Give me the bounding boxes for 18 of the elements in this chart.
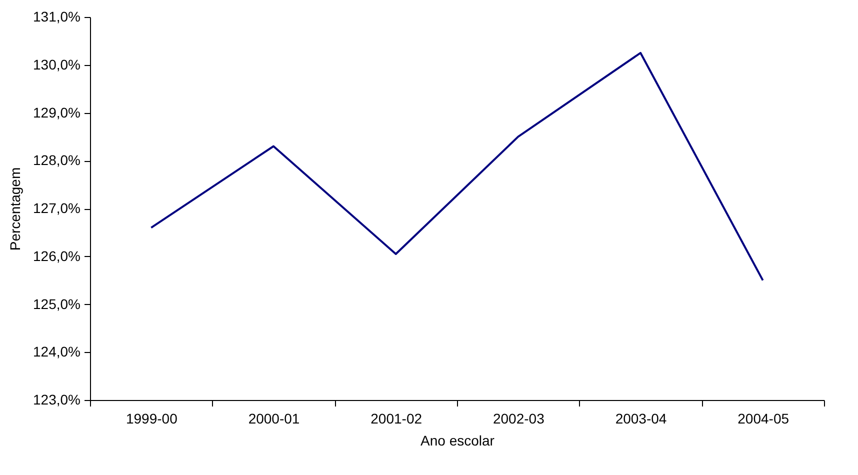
x-tick-label: 2001-02 xyxy=(370,410,422,426)
y-tick-label: 131,0% xyxy=(33,8,80,24)
y-axis-title: Percentagem xyxy=(7,167,24,251)
line-series xyxy=(150,52,764,282)
y-tick-label: 123,0% xyxy=(33,392,80,408)
y-tick-label: 125,0% xyxy=(33,296,80,312)
x-tick-label: 1999-00 xyxy=(126,410,178,426)
y-tick-label: 130,0% xyxy=(33,56,80,72)
y-tick-label: 126,0% xyxy=(33,248,80,264)
x-tick-label: 2003-04 xyxy=(615,410,667,426)
x-axis-title: Ano escolar xyxy=(420,432,495,448)
y-tick-label: 127,0% xyxy=(33,200,80,216)
x-tick-label: 2004-05 xyxy=(738,410,790,426)
y-tick-label: 124,0% xyxy=(33,344,80,360)
x-tick-label: 2000-01 xyxy=(248,410,300,426)
x-tick-label: 2002-03 xyxy=(492,410,545,426)
y-tick-label: 128,0% xyxy=(33,152,80,168)
y-tick-label: 129,0% xyxy=(33,104,80,120)
